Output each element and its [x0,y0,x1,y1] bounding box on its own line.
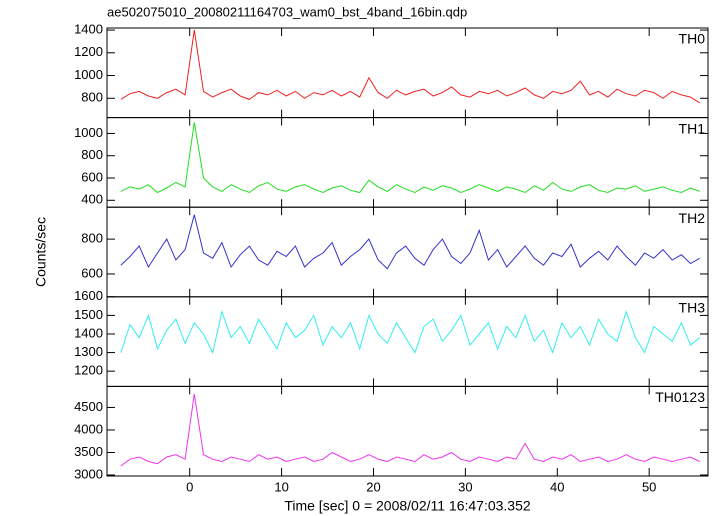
chart-title: ae502075010_20080211164703_wam0_bst_4ban… [107,4,467,19]
x-tick-label: 40 [550,479,564,494]
x-tick-label: 10 [274,479,288,494]
light-curve [120,29,700,104]
y-tick-label: 1000 [74,67,103,82]
y-tick-label: 1300 [74,344,103,359]
y-tick-label: 4000 [74,421,103,436]
y-tick-label: 1600 [74,288,103,303]
panel-frame [106,206,709,298]
x-tick-label: 20 [366,479,380,494]
y-tick-label: 600 [81,169,103,184]
y-tick-label: 1200 [74,44,103,59]
panel-frame [106,385,709,477]
panel-frame [106,117,709,208]
y-tick-label: 1000 [74,125,103,140]
x-tick-label: 50 [642,479,656,494]
light-curve [120,309,701,355]
panel-label: TH3 [679,300,706,316]
panel-label: TH2 [679,210,706,226]
light-curve [120,393,700,467]
y-tick-label: 400 [81,192,103,207]
light-curve [120,122,700,194]
x-tick-label: 0 [186,479,193,494]
y-tick-label: 800 [81,147,103,162]
light-curve [120,214,700,270]
x-tick-label: 30 [458,479,472,494]
y-tick-label: 4500 [74,399,103,414]
y-tick-label: 3500 [74,444,103,459]
panel-label: TH0 [679,31,706,47]
y-tick-label: 800 [81,231,103,246]
panel-label: TH1 [679,120,706,136]
y-axis-label: Counts/sec [33,217,49,287]
x-axis-label: Time [sec] 0 = 2008/02/11 16:47:03.352 [284,498,531,514]
y-tick-label: 1200 [74,363,103,378]
panel-label: TH0123 [655,389,705,405]
y-tick-label: 600 [81,265,103,280]
y-tick-label: 800 [81,90,103,105]
panel-frame [106,296,709,387]
y-tick-label: 3000 [74,466,103,481]
panel-frame [106,27,709,119]
y-tick-label: 1500 [74,307,103,322]
y-tick-label: 1400 [74,21,103,36]
y-tick-label: 1400 [74,325,103,340]
